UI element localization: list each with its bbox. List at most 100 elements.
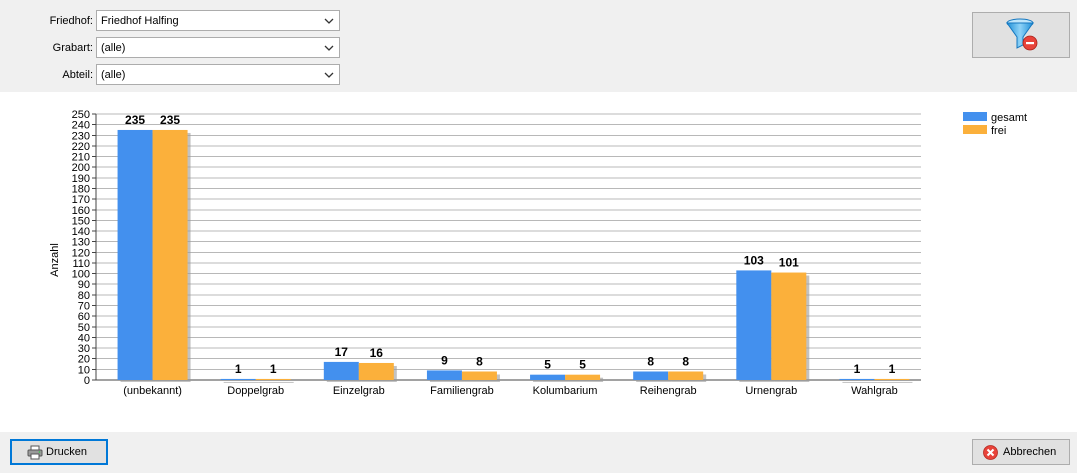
y-tick-label: 80 (78, 290, 90, 302)
x-tick-label: Reihengrab (640, 385, 697, 397)
data-label-gesamt: 9 (441, 353, 448, 367)
chevron-down-icon (324, 18, 334, 24)
y-tick-label: 40 (78, 332, 90, 344)
x-tick-label: Wahlgrab (851, 385, 898, 397)
data-label-gesamt: 17 (335, 345, 349, 359)
bar-frei (874, 378, 910, 380)
bar-frei (461, 371, 497, 380)
legend-label-gesamt: gesamt (991, 112, 1027, 124)
bar-chart: 0102030405060708090100110120130140150160… (49, 109, 1027, 397)
y-tick-label: 220 (72, 141, 90, 153)
x-tick-label: Familiengrab (430, 385, 494, 397)
data-label-gesamt: 5 (544, 358, 551, 372)
bar-gesamt (633, 371, 669, 380)
data-label-frei: 1 (270, 362, 277, 376)
y-tick-label: 130 (72, 237, 90, 249)
printer-icon (27, 445, 43, 460)
chart-legend: gesamt frei (963, 112, 1027, 137)
y-tick-label: 120 (72, 247, 90, 259)
filter-row-abteil: Abteil: (alle) (0, 64, 340, 86)
cancel-button-label: Abbrechen (1003, 446, 1057, 458)
filter-row-friedhof: Friedhof: Friedhof Halfing (0, 10, 340, 32)
y-axis-ticks: 0102030405060708090100110120130140150160… (72, 109, 96, 387)
y-tick-label: 200 (72, 162, 90, 174)
data-label-frei: 16 (370, 346, 384, 360)
grabart-label: Grabart: (52, 42, 93, 54)
y-tick-label: 50 (78, 322, 90, 334)
data-label-frei: 8 (682, 354, 689, 368)
x-tick-label: Kolumbarium (533, 385, 598, 397)
bar-frei (358, 362, 394, 380)
legend-label-frei: frei (991, 125, 1006, 137)
bar-shadow (842, 381, 878, 383)
x-tick-label: Doppelgrab (227, 385, 284, 397)
legend-swatch-frei (963, 125, 987, 134)
y-tick-label: 250 (72, 109, 90, 121)
bar-shadow (258, 381, 294, 383)
data-label-gesamt: 235 (125, 113, 145, 127)
bar-frei (771, 272, 807, 380)
y-tick-label: 60 (78, 311, 90, 323)
chart-area: 0 10 20 30 40 50 60 70 80 90 100 110 120 130 140 150 160… (0, 92, 1077, 432)
data-label-gesamt: 8 (647, 354, 654, 368)
bar-frei (668, 371, 704, 380)
chevron-down-icon (324, 45, 334, 51)
chevron-down-icon (324, 72, 334, 78)
filter-panel: Friedhof: Friedhof Halfing Grabart: (all… (0, 0, 1077, 92)
print-button-label: Drucken (46, 446, 87, 458)
abteil-value: (alle) (101, 69, 126, 81)
bar-gesamt (530, 374, 566, 380)
print-button[interactable]: Drucken (10, 439, 108, 465)
footer-bar: Drucken Abbrechen (0, 432, 1077, 473)
y-tick-label: 90 (78, 279, 90, 291)
data-label-frei: 8 (476, 354, 483, 368)
bar-gesamt (426, 370, 462, 380)
y-tick-label: 20 (78, 354, 90, 366)
y-tick-label: 160 (72, 205, 90, 217)
clear-filter-button[interactable] (972, 12, 1070, 58)
filter-clear-icon (1006, 18, 1038, 51)
y-tick-label: 30 (78, 343, 90, 355)
grabart-select[interactable]: (alle) (96, 37, 340, 58)
bar-frei (152, 129, 188, 380)
y-tick-label: 240 (72, 120, 90, 132)
data-label-gesamt: 1 (235, 362, 242, 376)
y-tick-label: 230 (72, 130, 90, 142)
bar-shadow (877, 381, 913, 383)
legend-swatch-gesamt (963, 112, 987, 121)
cancel-icon (983, 445, 998, 460)
y-tick-label: 210 (72, 152, 90, 164)
abteil-select[interactable]: (alle) (96, 64, 340, 85)
data-label-frei: 235 (160, 113, 180, 127)
bar-gesamt (323, 361, 359, 380)
y-tick-label: 70 (78, 301, 90, 313)
data-label-frei: 1 (889, 362, 896, 376)
friedhof-label: Friedhof: (49, 15, 93, 27)
y-tick-label: 0 (84, 375, 90, 387)
bar-gesamt (736, 270, 772, 380)
x-tick-label: (unbekannt) (123, 385, 182, 397)
data-label-gesamt: 1 (854, 362, 861, 376)
cancel-button[interactable]: Abbrechen (972, 439, 1070, 465)
x-tick-label: Urnengrab (745, 385, 797, 397)
friedhof-value: Friedhof Halfing (101, 15, 179, 27)
y-tick-label: 100 (72, 269, 90, 281)
bar-gesamt (839, 378, 875, 380)
y-tick-label: 190 (72, 173, 90, 185)
y-tick-label: 150 (72, 215, 90, 227)
y-tick-label: 180 (72, 183, 90, 195)
friedhof-select[interactable]: Friedhof Halfing (96, 10, 340, 31)
y-tick-label: 110 (72, 258, 90, 270)
chart-bars: 235 235 1 1 17 16 9 8 5 5 8 8 103 101 1 1 (117, 113, 913, 383)
y-tick-label: 170 (72, 194, 90, 206)
grabart-value: (alle) (101, 42, 126, 54)
data-label-gesamt: 103 (744, 253, 764, 267)
y-tick-label: 10 (78, 364, 90, 376)
bar-frei (565, 374, 601, 380)
x-axis-labels: (unbekannt) Doppelgrab Einzelgrab Familieng… (123, 385, 898, 397)
bar-gesamt (117, 129, 153, 380)
data-label-frei: 101 (779, 256, 799, 270)
bar-frei (255, 378, 291, 380)
data-label-frei: 5 (579, 358, 586, 372)
bar-shadow (223, 381, 259, 383)
